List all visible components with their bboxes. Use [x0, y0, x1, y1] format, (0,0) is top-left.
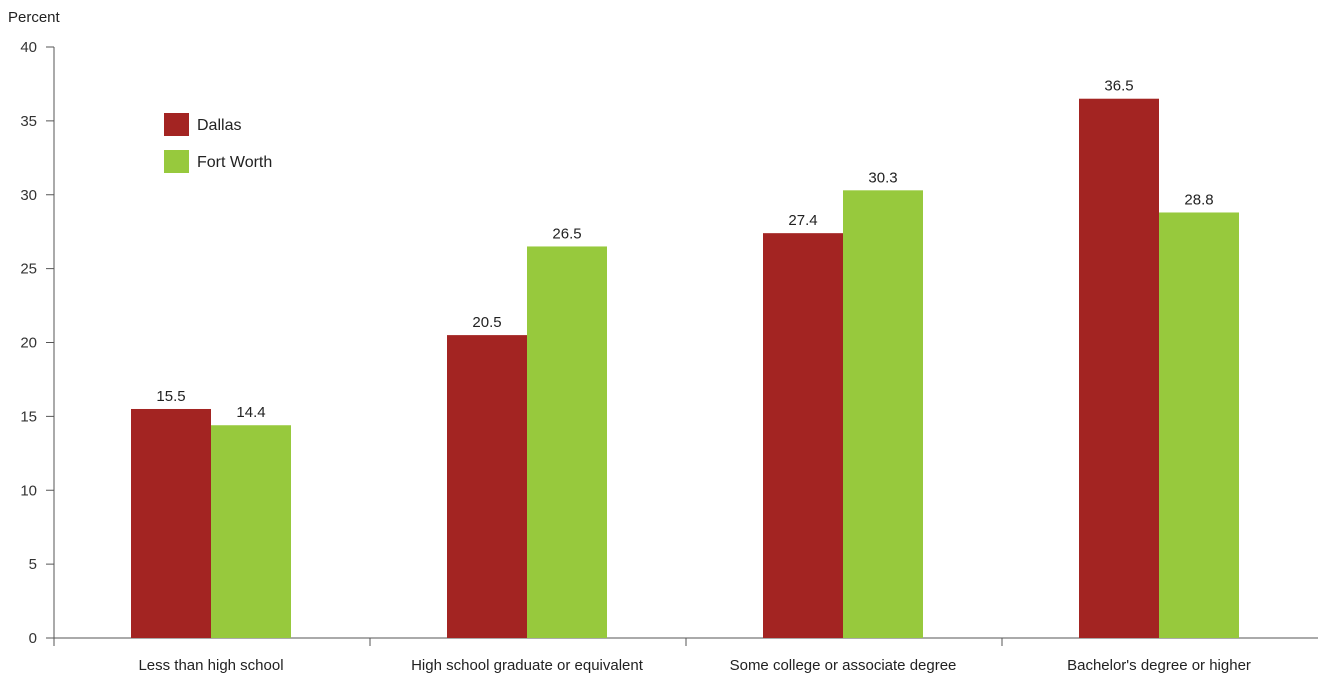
- bar-dallas: [131, 408, 211, 638]
- x-category-label: High school graduate or equivalent: [411, 657, 644, 674]
- y-axis-title: Percent: [8, 9, 61, 26]
- data-labels-group: 15.5 20.5 27.4 36.5 14.4 26.5 30.3 28.8: [156, 78, 1213, 422]
- bar-dallas: [1079, 98, 1159, 638]
- bars-group: [131, 98, 1239, 639]
- y-tick-label: 0: [29, 630, 37, 647]
- bar-fort-worth: [211, 425, 291, 638]
- bar-fort-worth: [527, 246, 607, 638]
- legend-label: Fort Worth: [197, 154, 272, 171]
- y-tick-label: 5: [29, 556, 37, 573]
- data-label: 36.5: [1104, 78, 1133, 95]
- legend-swatch: [164, 150, 189, 173]
- legend-swatch: [164, 113, 189, 136]
- y-tick-label: 30: [20, 187, 37, 204]
- data-label: 28.8: [1184, 191, 1213, 208]
- data-label: 14.4: [236, 404, 265, 421]
- x-axis: Less than high school High school graduat…: [53, 637, 1318, 674]
- data-label: 26.5: [552, 225, 581, 242]
- y-tick-label: 35: [20, 113, 37, 130]
- y-tick-label: 20: [20, 335, 37, 352]
- legend: Dallas Fort Worth: [164, 113, 272, 173]
- bar-fort-worth: [843, 190, 923, 638]
- x-category-label: Less than high school: [138, 657, 283, 674]
- x-category-label: Some college or associate degree: [730, 657, 957, 674]
- y-axis: 0 5 10 15 20 25 30 35 40: [20, 39, 55, 647]
- data-label: 27.4: [788, 212, 817, 229]
- data-label: 30.3: [868, 169, 897, 186]
- y-tick-label: 10: [20, 482, 37, 499]
- data-label: 15.5: [156, 388, 185, 405]
- x-category-label: Bachelor's degree or higher: [1067, 657, 1251, 674]
- bar-dallas: [447, 335, 527, 638]
- bar-fort-worth: [1159, 212, 1239, 639]
- data-label: 20.5: [472, 314, 501, 331]
- bar-dallas: [763, 233, 843, 639]
- y-tick-label: 25: [20, 261, 37, 278]
- y-tick-label: 15: [20, 408, 37, 425]
- legend-label: Dallas: [197, 117, 241, 134]
- y-tick-label: 40: [20, 39, 37, 56]
